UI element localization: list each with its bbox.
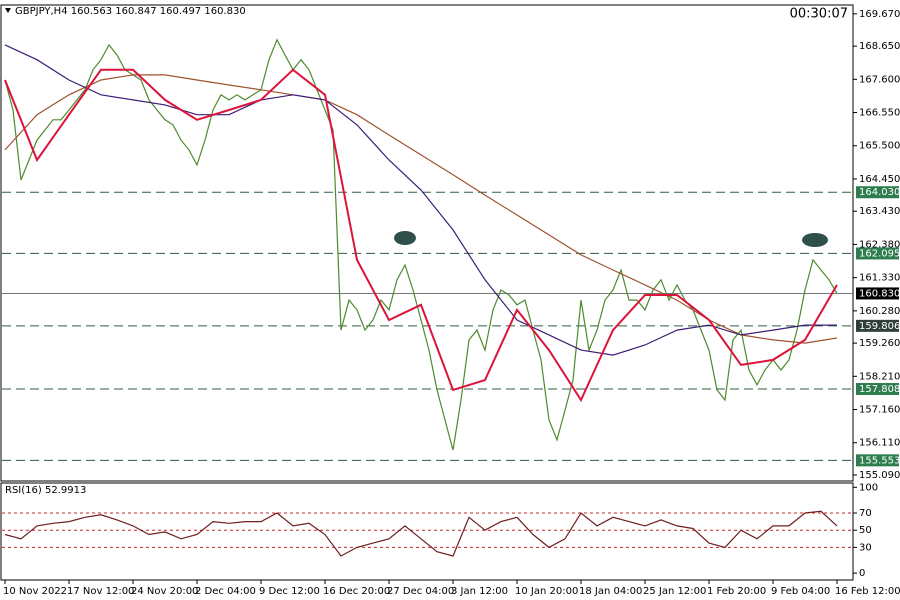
y-tick-label: 50 [859,525,872,536]
level-label-box [856,319,899,332]
y-tick-label: 169.670 [859,9,900,20]
rsi-frame [0,482,854,581]
menu-triangle[interactable] [5,8,11,13]
x-tick-label: 10 Nov 2022 [3,586,67,597]
x-tick-label: 10 Jan 20:00 [515,586,578,597]
series-line [4,68,838,403]
y-tick-label: 156.110 [859,438,900,449]
x-tick-label: 24 Nov 20:00 [131,586,198,597]
level-label-box [856,247,899,260]
level-label: 162.095 [859,248,900,259]
x-tick-label: 16 Feb 12:00 [835,586,900,597]
y-tick-label: 159.260 [859,338,900,349]
series-line [4,74,838,344]
y-tick-label: 167.600 [859,74,900,85]
clock: 00:30:07 [790,7,848,22]
series-line [4,38,838,451]
y-tick-label: 157.160 [859,405,900,416]
x-tick-label: 17 Nov 12:00 [67,586,134,597]
x-tick-label: 27 Dec 04:00 [387,586,454,597]
level-label: 157.808 [859,384,900,395]
y-tick-label: 155.090 [859,470,900,481]
level-label: 155.553 [859,455,900,466]
y-tick-label: 158.210 [859,371,900,382]
level-label-box [856,383,899,396]
level-label-box [856,454,899,467]
x-tick-label: 2 Dec 04:00 [195,586,256,597]
y-tick-label: 163.430 [859,206,900,217]
y-tick-label: 165.500 [859,141,900,152]
y-tick-label: 100 [859,482,878,493]
y-tick-label: 161.330 [859,273,900,284]
level-label-box [856,186,899,199]
x-tick-label: 25 Jan 12:00 [643,586,706,597]
rsi-header: RSI(16) 52.9913 [5,485,86,496]
x-tick-label: 1 Feb 20:00 [707,586,766,597]
level-label: 164.030 [859,187,900,198]
series-line [4,44,837,356]
symbol-header: GBPJPY,H4 160.563 160.847 160.497 160.83… [15,6,246,17]
x-tick-label: 3 Jan 12:00 [451,586,508,597]
y-tick-label: 30 [859,542,872,553]
last-price-label: 160.830 [859,288,900,299]
main-frame [0,4,854,482]
marker-blob [394,231,416,245]
y-tick-label: 164.450 [859,174,900,185]
y-tick-label: 0 [859,568,865,579]
y-tick-label: 160.280 [859,306,900,317]
y-tick-label: 162.380 [859,239,900,250]
x-tick-label: 9 Feb 04:00 [771,586,830,597]
last-price-box [856,287,899,300]
marker-blob [802,233,828,247]
x-tick-label: 16 Dec 20:00 [323,586,390,597]
level-label: 159.806 [859,321,900,332]
x-tick-label: 18 Jan 04:00 [579,586,642,597]
y-tick-label: 168.650 [859,41,900,52]
y-tick-label: 166.550 [859,108,900,119]
x-tick-label: 9 Dec 12:00 [259,586,320,597]
series-line [4,510,838,557]
y-tick-label: 70 [859,508,872,519]
